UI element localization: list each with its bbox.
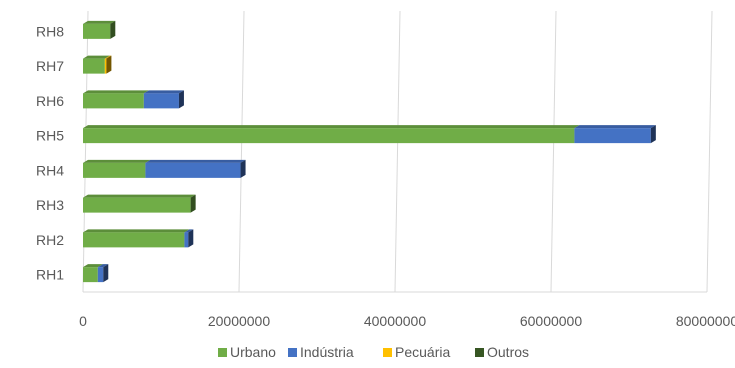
legend-swatch-outros — [475, 348, 484, 357]
x-tick-label: 20000000 — [208, 313, 271, 329]
bar-segment-rh3-urbano-top — [83, 194, 196, 198]
bar-segment-rh6-urbano-top — [83, 90, 149, 94]
legend-swatch-pecuaria — [383, 348, 392, 357]
bar-segment-rh5-industria — [574, 128, 651, 144]
bar-segment-rh4-urbano-top — [83, 159, 151, 163]
bar-segment-rh4-industria — [145, 162, 241, 178]
bar-segment-rh2-industria-top — [184, 229, 194, 233]
legend-label-industria: Indústria — [300, 344, 354, 360]
bar-segment-rh2-urbano — [83, 232, 185, 248]
gridline — [394, 10, 401, 293]
category-label-rh3: RH3 — [36, 197, 64, 213]
bar-segment-rh8-urbano — [83, 23, 111, 39]
bar-segment-rh4-industria-side — [240, 159, 246, 178]
bar-segment-rh5-urbano-top — [83, 125, 580, 129]
category-label-rh1: RH1 — [36, 267, 64, 283]
bar-segment-rh7-pecuaria-side — [106, 55, 112, 74]
legend-label-outros: Outros — [487, 344, 529, 360]
legend: Urbano Indústria Pecuária Outros — [218, 344, 529, 360]
bar-segment-rh4-urbano — [83, 162, 146, 178]
bar-segment-rh7-urbano-top — [83, 55, 110, 59]
bar-segment-rh5-industria-top — [574, 125, 656, 129]
bar-segment-rh2-urbano-top — [83, 229, 190, 233]
x-tick-label: 40000000 — [364, 313, 427, 329]
gridlines — [82, 10, 713, 293]
bar-segment-rh2-industria-side — [188, 229, 194, 248]
bar-segment-rh6-industria — [143, 93, 179, 109]
bar-segment-rh8-urbano-side — [110, 20, 116, 39]
x-tick-label: 60000000 — [520, 313, 583, 329]
bar-segment-rh5-urbano — [83, 128, 575, 144]
bar-segment-rh6-industria-top — [143, 90, 184, 94]
bar-segment-rh1-industria — [97, 267, 104, 283]
bar-segment-rh3-urbano-side — [190, 194, 196, 213]
x-tick-label: 80000000 — [676, 313, 735, 329]
bar-segment-rh1-industria-top — [97, 264, 109, 268]
category-label-rh5: RH5 — [36, 128, 64, 144]
bars — [83, 20, 656, 283]
bar-segment-rh7-urbano — [83, 58, 105, 74]
x-tick-labels: 0 20000000 40000000 60000000 80000000 — [79, 313, 735, 329]
bar-segment-rh6-urbano — [83, 93, 144, 109]
bar-segment-rh7-pecuaria-top — [104, 55, 112, 59]
category-label-rh8: RH8 — [36, 23, 64, 39]
bar-segment-rh6-industria-side — [178, 90, 184, 109]
bar-segment-rh4-industria-top — [145, 159, 246, 163]
gridline — [550, 10, 557, 293]
gridline — [82, 10, 89, 293]
gridline — [238, 10, 245, 293]
bar-segment-rh3-urbano — [83, 197, 191, 213]
category-label-rh6: RH6 — [36, 93, 64, 109]
legend-swatch-urbano — [218, 348, 227, 357]
bar-segment-rh1-urbano-top — [83, 264, 103, 268]
category-label-rh4: RH4 — [36, 162, 64, 178]
x-tick-label: 0 — [79, 313, 87, 329]
bar-segment-rh5-industria-side — [650, 125, 656, 144]
bar-segment-rh1-urbano — [83, 267, 98, 283]
category-label-rh2: RH2 — [36, 232, 64, 248]
legend-label-pecuaria: Pecuária — [395, 344, 450, 360]
bar-segment-rh7-pecuaria — [104, 58, 107, 74]
legend-swatch-industria — [288, 348, 297, 357]
category-labels: RH1 RH2 RH3 RH4 RH5 RH6 RH7 RH8 — [36, 23, 64, 282]
bar-segment-rh8-urbano-top — [83, 20, 116, 24]
category-label-rh7: RH7 — [36, 58, 64, 74]
bar-segment-rh2-industria — [184, 232, 189, 248]
gridline — [706, 10, 713, 293]
legend-label-urbano: Urbano — [230, 344, 276, 360]
bar-segment-rh1-industria-side — [103, 264, 109, 283]
